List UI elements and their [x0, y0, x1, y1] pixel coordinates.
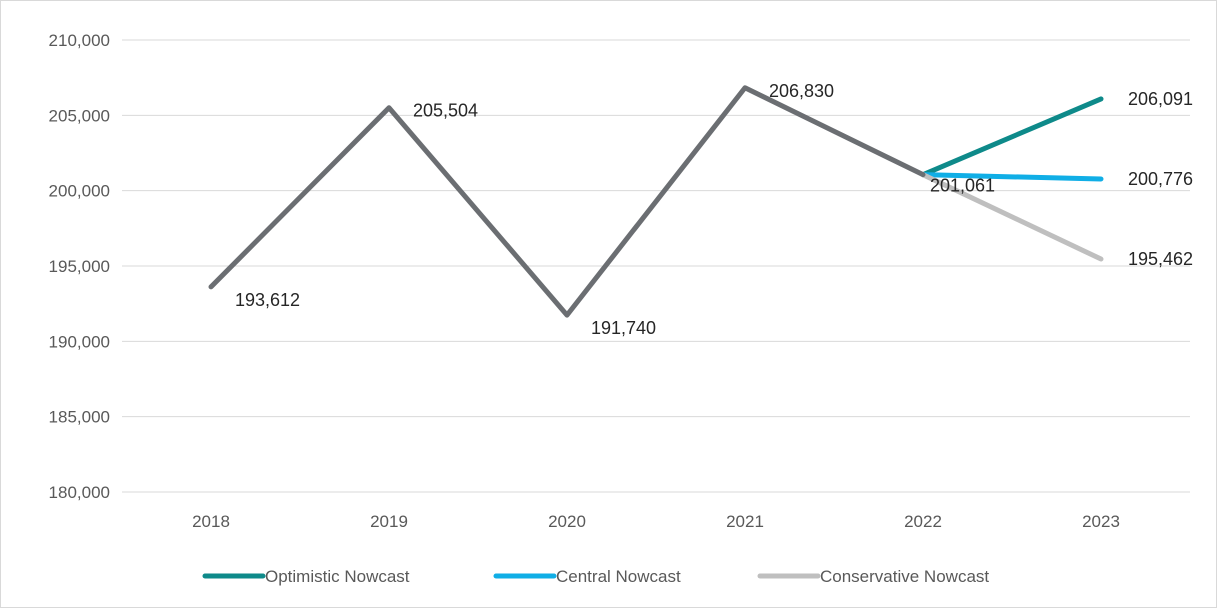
legend-label: Central Nowcast [556, 567, 681, 586]
y-tick-label: 190,000 [49, 332, 110, 351]
series-line-optimistic-nowcast [920, 96, 1104, 178]
data-label: 206,830 [769, 81, 834, 101]
history-line [208, 85, 926, 318]
y-axis: 180,000 185,000 190,000 195,000 200,000 205,0… [49, 31, 110, 502]
data-labels: 193,612 205,504 191,740 206,830 201,061 206,0… [235, 81, 1193, 338]
y-tick-label: 180,000 [49, 483, 110, 502]
y-tick-label: 200,000 [49, 182, 110, 201]
legend-label: Conservative Nowcast [820, 567, 989, 586]
x-tick-label: 2023 [1082, 512, 1120, 531]
x-tick-label: 2019 [370, 512, 408, 531]
series-lines [208, 85, 1104, 318]
series-line-central-nowcast [920, 172, 1104, 182]
legend-label: Optimistic Nowcast [265, 567, 410, 586]
x-tick-label: 2021 [726, 512, 764, 531]
x-axis: 2018 2019 2020 2021 2022 2023 [192, 512, 1120, 531]
x-tick-label: 2020 [548, 512, 586, 531]
data-label: 206,091 [1128, 89, 1193, 109]
legend: Optimistic Nowcast Central Nowcast Conserv… [202, 567, 989, 586]
y-tick-label: 185,000 [49, 408, 110, 427]
y-tick-label: 210,000 [49, 31, 110, 50]
data-label: 201,061 [930, 176, 995, 196]
gridlines [122, 39, 1190, 493]
data-label: 193,612 [235, 290, 300, 310]
y-tick-label: 205,000 [49, 106, 110, 125]
data-label: 205,504 [413, 101, 478, 121]
y-tick-label: 195,000 [49, 257, 110, 276]
data-label: 191,740 [591, 318, 656, 338]
x-tick-label: 2022 [904, 512, 942, 531]
data-label: 195,462 [1128, 249, 1193, 269]
series-line-conservative-nowcast [920, 172, 1104, 262]
data-label: 200,776 [1128, 169, 1193, 189]
x-tick-label: 2018 [192, 512, 230, 531]
